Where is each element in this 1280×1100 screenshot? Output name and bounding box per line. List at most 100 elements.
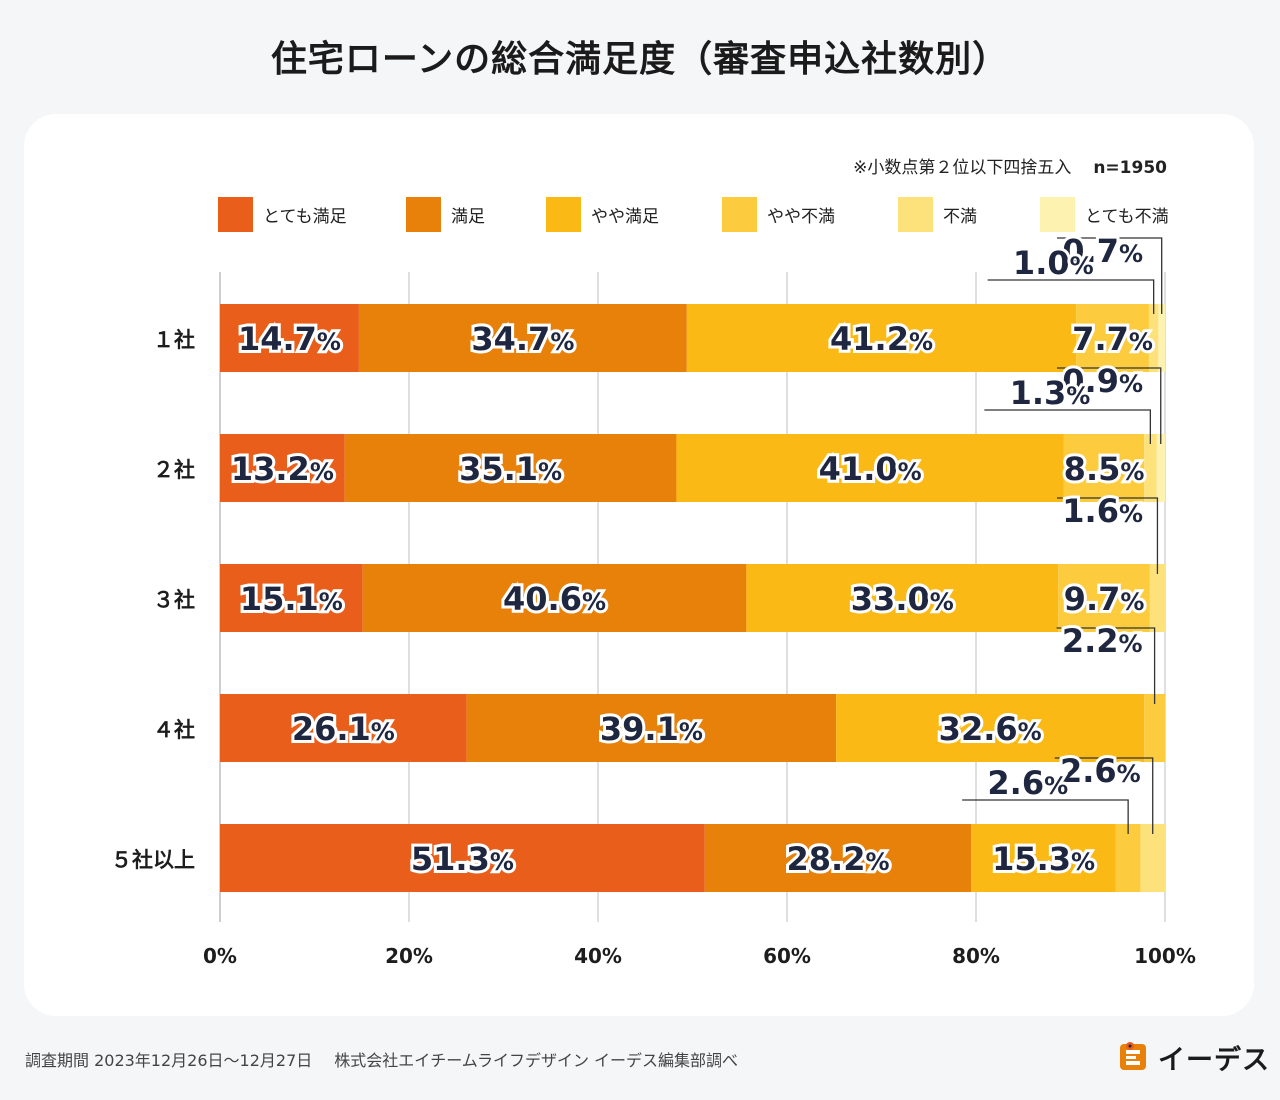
data-label: 28.2% xyxy=(787,840,890,878)
rounding-note: ※小数点第２位以下四捨五入 xyxy=(853,158,1072,178)
sample-size: n=1950 xyxy=(1093,158,1167,178)
legend-item: とても満足 xyxy=(218,196,347,232)
bar-segment xyxy=(220,304,359,372)
x-tick-label: 40% xyxy=(574,944,622,968)
category-label: ４社 xyxy=(153,718,195,742)
bar-segment xyxy=(1144,434,1157,502)
legend-swatch xyxy=(218,196,253,232)
callout-label: 1.3% xyxy=(1010,374,1091,412)
category-label: １社 xyxy=(153,328,195,352)
data-label: 41.0% xyxy=(819,450,922,488)
x-tick-label: 100% xyxy=(1134,944,1196,968)
legend-label: とても満足 xyxy=(263,206,347,227)
bar-segment xyxy=(686,304,1077,372)
data-label: 13.2% xyxy=(231,450,334,488)
legend-item: とても不満 xyxy=(1040,196,1169,232)
data-label: 7.7% xyxy=(1072,320,1153,358)
bar-segment xyxy=(220,564,363,632)
legend-item: 不満 xyxy=(898,196,977,232)
chart-title: 住宅ローンの総合満足度（審査申込社数別） xyxy=(270,39,1010,80)
chart-note: ※小数点第２位以下四捨五入 n=1950 xyxy=(853,153,1167,178)
bar-segment xyxy=(220,434,345,502)
edes-logo-icon xyxy=(1120,1042,1146,1070)
legend-swatch xyxy=(722,196,757,232)
logo-text: イーデス xyxy=(1158,1044,1270,1076)
bar-segment xyxy=(1158,304,1165,372)
data-label: 41.2% xyxy=(830,320,933,358)
bar-segment xyxy=(466,694,837,762)
category-label: ３社 xyxy=(153,588,195,612)
x-tick-label: 80% xyxy=(952,944,1000,968)
callout-leader-line xyxy=(1057,237,1163,314)
category-label: ２社 xyxy=(153,458,195,482)
edes-logo: イーデス xyxy=(1118,1040,1270,1076)
data-label: 39.1% xyxy=(600,710,703,748)
callout-leader-line xyxy=(1057,367,1162,444)
legend-label: 満足 xyxy=(451,206,485,227)
legend-label: とても不満 xyxy=(1085,206,1169,227)
data-label: 14.7% xyxy=(238,320,341,358)
bar-segment xyxy=(676,434,1064,502)
callout-label: 1.0% xyxy=(1013,244,1094,282)
legend-swatch xyxy=(546,196,581,232)
data-label: 51.3% xyxy=(411,840,514,878)
callout-label: 0.9% xyxy=(1062,362,1143,400)
source-line: 調査期間 2023年12月26日〜12月27日 株式会社エイチームライフデザイン … xyxy=(25,1047,738,1071)
callout-leader-line xyxy=(987,279,1155,314)
legend-item: やや不満 xyxy=(722,196,835,232)
segment-labels: 14.7% 34.7% 41.2% 7.7% 0.7%1.0% 13.2% 35.1% 41.… xyxy=(228,229,1156,881)
legend-swatch xyxy=(406,196,441,232)
callout-label: 1.6% xyxy=(1062,492,1143,530)
callout-leader-line xyxy=(1056,627,1156,704)
data-label: 15.3% xyxy=(992,840,1095,878)
callout-leader-line xyxy=(1054,757,1154,834)
data-label: 40.6% xyxy=(503,580,606,618)
legend-item: やや満足 xyxy=(546,196,659,232)
callout-label: 2.6% xyxy=(1060,752,1141,790)
bar-segment xyxy=(220,824,705,892)
bar-segment xyxy=(971,824,1116,892)
x-tick-label: 0% xyxy=(203,944,237,968)
bar-segment xyxy=(1058,564,1150,632)
legend-item: 満足 xyxy=(406,196,485,232)
data-label: 26.1% xyxy=(292,710,395,748)
survey-company: 株式会社エイチームライフデザイン イーデス編集部調べ xyxy=(334,1051,739,1070)
data-label: 15.1% xyxy=(240,580,343,618)
data-label: 34.7% xyxy=(471,320,574,358)
bar-segment xyxy=(1156,434,1165,502)
data-label: 8.5% xyxy=(1064,450,1145,488)
survey-period: 調査期間 2023年12月26日〜12月27日 xyxy=(25,1051,313,1070)
bar-segment xyxy=(362,564,747,632)
legend-label: やや不満 xyxy=(767,206,835,227)
bar-segment xyxy=(1144,694,1165,762)
bar-segment xyxy=(704,824,972,892)
legend-swatch xyxy=(898,196,933,232)
bar-segment xyxy=(220,694,467,762)
callout-leader-line xyxy=(962,799,1129,834)
bar-segment xyxy=(836,694,1145,762)
bar-segment xyxy=(1149,564,1165,632)
data-label: 33.0% xyxy=(851,580,954,618)
callout-label: 2.2% xyxy=(1062,622,1143,660)
category-label: ５社以上 xyxy=(111,848,195,872)
callout-label: 0.7% xyxy=(1062,232,1143,270)
bar-segment xyxy=(358,304,687,372)
data-label: 32.6% xyxy=(939,710,1042,748)
data-label: 35.1% xyxy=(459,450,562,488)
bars xyxy=(220,304,1165,892)
legend-label: やや満足 xyxy=(591,206,659,227)
bar-segment xyxy=(1140,824,1165,892)
bar-segment xyxy=(344,434,677,502)
x-tick-label: 60% xyxy=(763,944,811,968)
legend-label: 不満 xyxy=(943,206,977,227)
bar-segment xyxy=(1148,304,1159,372)
bar-segment xyxy=(1076,304,1149,372)
callout-leader-line xyxy=(984,409,1151,444)
bar-segment xyxy=(1063,434,1145,502)
legend-swatch xyxy=(1040,196,1075,232)
data-label: 9.7% xyxy=(1064,580,1145,618)
bar-segment xyxy=(1115,824,1141,892)
bar-segment xyxy=(746,564,1059,632)
callout-leader-line xyxy=(1057,497,1159,574)
